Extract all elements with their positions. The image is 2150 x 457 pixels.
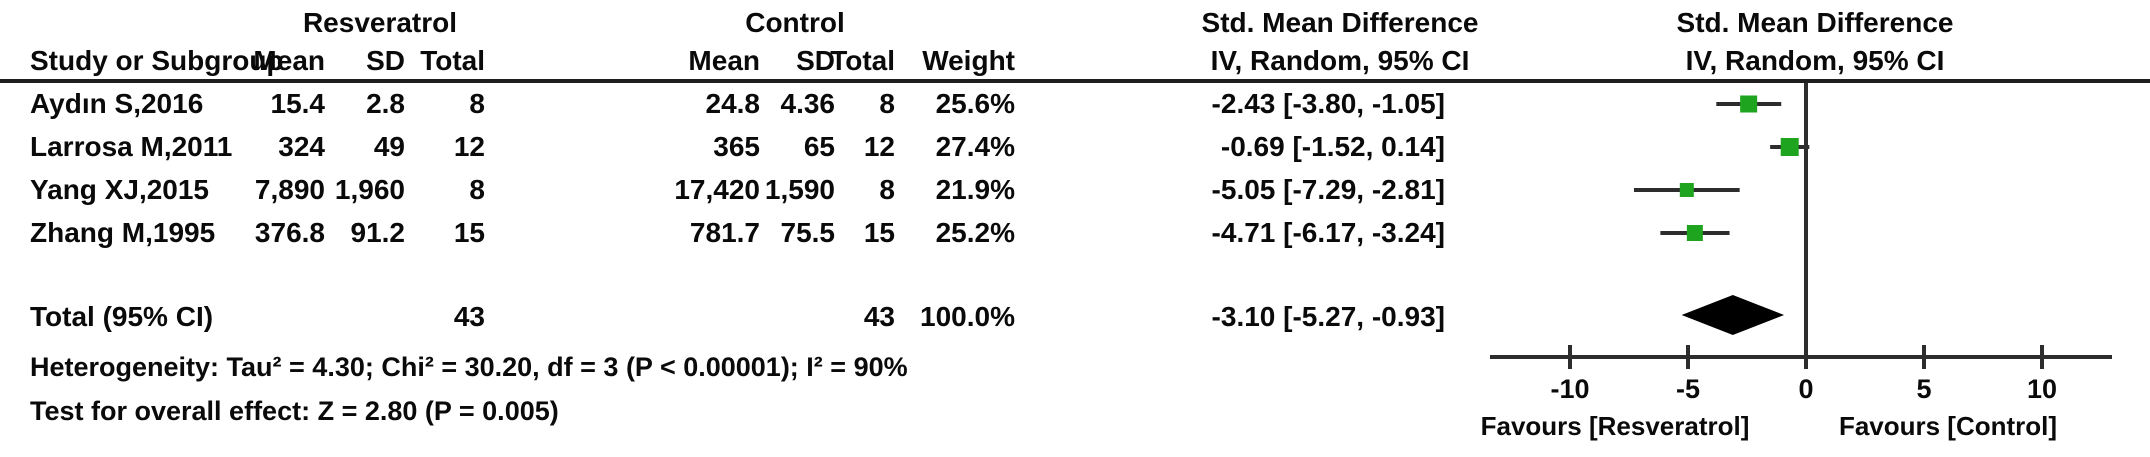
treatment-sd-header: SD bbox=[366, 45, 405, 76]
favours-left-label: Favours [Resveratrol] bbox=[1480, 411, 1750, 441]
total-ci-text: -3.10 [-5.27, -0.93] bbox=[1211, 301, 1445, 332]
ci-text-value: -2.43 [-3.80, -1.05] bbox=[1211, 88, 1445, 119]
control-group-header: Control bbox=[745, 7, 845, 38]
study-row: Aydın S,2016 15.4 2.8 8 24.8 4.36 8 25.6… bbox=[0, 87, 2150, 121]
weight-value: 21.9% bbox=[935, 174, 1015, 205]
control-sd-value: 1,590 bbox=[764, 174, 835, 205]
treatment-sd-value: 1,960 bbox=[334, 174, 405, 205]
study-column-header: Study or Subgroup bbox=[30, 45, 284, 76]
ci-plot-header: IV, Random, 95% CI bbox=[1685, 45, 1945, 76]
effect-marker bbox=[1686, 225, 1703, 241]
zero-line bbox=[1804, 83, 1808, 357]
axis-tick bbox=[1804, 345, 1808, 369]
axis-tick bbox=[1922, 345, 1926, 369]
ci-text-value: -5.05 [-7.29, -2.81] bbox=[1211, 174, 1445, 205]
treatment-mean-value: 15.4 bbox=[270, 88, 326, 119]
weight-value: 27.4% bbox=[935, 131, 1015, 162]
treatment-total-sum: 43 bbox=[453, 301, 485, 332]
study-name: Zhang M,1995 bbox=[30, 217, 216, 248]
study-name: Yang XJ,2015 bbox=[30, 174, 210, 205]
treatment-total-header: Total bbox=[420, 45, 485, 76]
axis-tick-label: 0 bbox=[1798, 374, 1814, 404]
control-total-header: Total bbox=[830, 45, 895, 76]
weight-column-header: Weight bbox=[922, 45, 1015, 76]
treatment-total-value: 12 bbox=[453, 131, 485, 162]
treatment-mean-header: Mean bbox=[253, 45, 325, 76]
weight-value: 25.6% bbox=[935, 88, 1015, 119]
heterogeneity-text: Heterogeneity: Tau² = 4.30; Chi² = 30.20… bbox=[30, 352, 908, 382]
treatment-sd-value: 2.8 bbox=[366, 88, 405, 119]
control-sd-value: 4.36 bbox=[780, 88, 836, 119]
study-row: Yang XJ,2015 7,890 1,960 8 17,420 1,590 … bbox=[0, 173, 2150, 207]
treatment-mean-value: 7,890 bbox=[254, 174, 325, 205]
treatment-sd-value: 49 bbox=[373, 131, 405, 162]
treatment-group-header: Resveratrol bbox=[302, 7, 458, 38]
axis-tick-label: -10 bbox=[1550, 374, 1590, 404]
axis-tick bbox=[2040, 345, 2044, 369]
overall-effect-text: Test for overall effect: Z = 2.80 (P = 0… bbox=[30, 396, 559, 426]
total-label: Total (95% CI) bbox=[30, 301, 214, 332]
treatment-total-value: 15 bbox=[453, 217, 485, 248]
total-weight: 100.0% bbox=[920, 301, 1015, 332]
control-total-value: 8 bbox=[879, 88, 895, 119]
axis-tick-label: 5 bbox=[1916, 374, 1932, 404]
study-row: Larrosa M,2011 324 49 12 365 65 12 27.4%… bbox=[0, 130, 2150, 164]
study-name: Larrosa M,2011 bbox=[30, 131, 233, 162]
control-mean-value: 781.7 bbox=[689, 217, 760, 248]
control-mean-value: 17,420 bbox=[674, 174, 760, 205]
smd-column-header: Std. Mean Difference bbox=[1201, 7, 1479, 38]
effect-marker bbox=[1780, 138, 1799, 156]
control-sd-header: SD bbox=[796, 45, 835, 76]
control-mean-value: 365 bbox=[713, 131, 760, 162]
weight-value: 25.2% bbox=[935, 217, 1015, 248]
treatment-mean-value: 376.8 bbox=[254, 217, 325, 248]
treatment-mean-value: 324 bbox=[278, 131, 325, 162]
treatment-total-value: 8 bbox=[469, 88, 485, 119]
control-total-sum: 43 bbox=[863, 301, 895, 332]
favours-right-label: Favours [Control] bbox=[1838, 411, 2058, 441]
study-name: Aydın S,2016 bbox=[30, 88, 204, 119]
ci-column-header: IV, Random, 95% CI bbox=[1210, 45, 1470, 76]
total-diamond bbox=[1681, 295, 1785, 335]
control-total-value: 12 bbox=[863, 131, 895, 162]
column-header-row: Study or Subgroup Mean SD Total Mean SD … bbox=[0, 44, 2150, 78]
smd-plot-header: Std. Mean Difference bbox=[1676, 7, 1954, 38]
ci-text-value: -4.71 [-6.17, -3.24] bbox=[1211, 217, 1445, 248]
control-total-value: 15 bbox=[863, 217, 895, 248]
axis-tick bbox=[1686, 345, 1690, 369]
control-mean-header: Mean bbox=[688, 45, 760, 76]
study-row: Zhang M,1995 376.8 91.2 15 781.7 75.5 15… bbox=[0, 216, 2150, 250]
axis-tick-label: 10 bbox=[2026, 374, 2058, 404]
x-axis-line bbox=[1490, 355, 2112, 359]
ci-text-value: -0.69 [-1.52, 0.14] bbox=[1220, 131, 1445, 162]
treatment-total-value: 8 bbox=[469, 174, 485, 205]
control-sd-value: 75.5 bbox=[780, 217, 836, 248]
effect-marker bbox=[1679, 183, 1694, 197]
treatment-sd-value: 91.2 bbox=[350, 217, 406, 248]
effect-marker bbox=[1740, 95, 1758, 113]
control-mean-value: 24.8 bbox=[705, 88, 761, 119]
control-sd-value: 65 bbox=[803, 131, 835, 162]
axis-tick bbox=[1568, 345, 1572, 369]
control-total-value: 8 bbox=[879, 174, 895, 205]
header-rule bbox=[0, 79, 2150, 83]
group-header-row: Resveratrol Control Std. Mean Difference… bbox=[0, 6, 2150, 40]
total-row: Total (95% CI) 43 43 100.0% -3.10 [-5.27… bbox=[0, 300, 2150, 334]
axis-tick-label: -5 bbox=[1675, 374, 1700, 404]
